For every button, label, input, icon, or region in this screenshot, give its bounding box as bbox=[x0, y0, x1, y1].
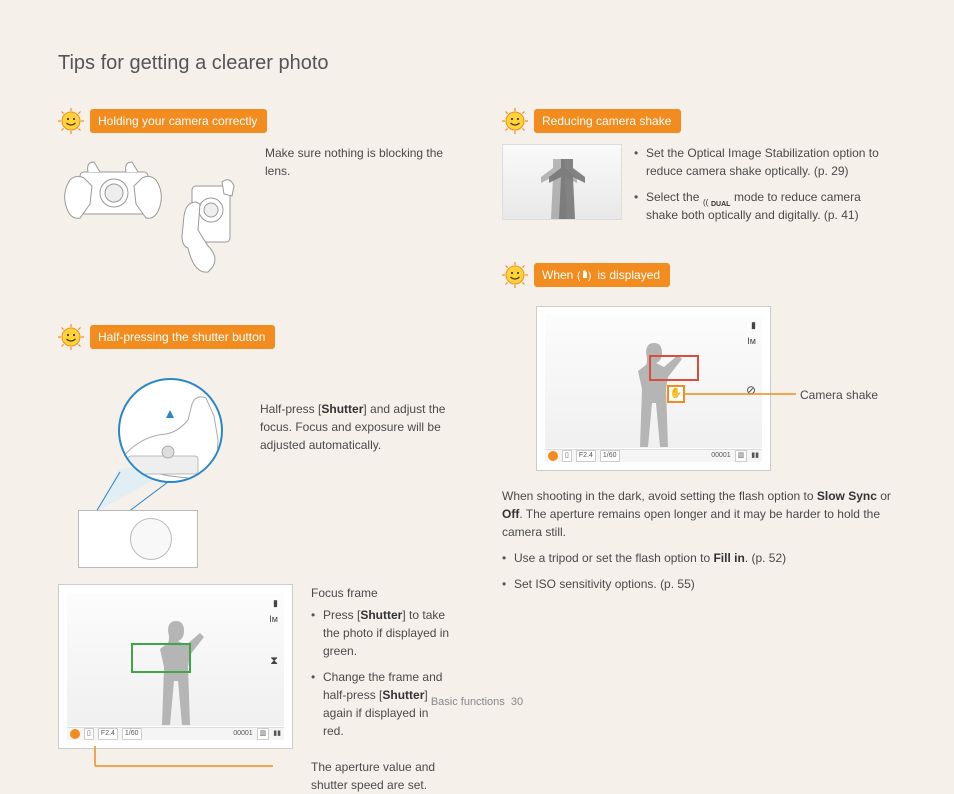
shutter-value: 1/60 bbox=[122, 728, 142, 741]
section-title-holding: Holding your camera correctly bbox=[90, 109, 267, 133]
section-shake: Reducing camera shake Set the Optical Im… bbox=[502, 108, 896, 232]
section-when: When ( ) is displayed bbox=[502, 262, 896, 593]
focus-frame-text: Focus frame Press [Shutter] to take the … bbox=[311, 584, 452, 794]
sun-smile-icon bbox=[502, 262, 528, 288]
aperture-note: The aperture value and shutter speed are… bbox=[311, 758, 452, 794]
when-bullet-1: Use a tripod or set the flash option to … bbox=[502, 549, 896, 567]
sun-smile-icon bbox=[502, 108, 528, 134]
lcd-status-bar: ▯ F2.4 1/60 00001 ▥ ▮▮ bbox=[67, 727, 284, 740]
sd-icon: ▯ bbox=[562, 450, 572, 463]
focus-heading: Focus frame bbox=[311, 584, 452, 602]
svg-text:DUAL: DUAL bbox=[711, 201, 731, 208]
battery-icon: ▮ bbox=[273, 597, 278, 611]
halfpress-lcd: ▮ Iм ⧗ ▯ F2.4 1/60 00001 ▥ ▮▮ bbox=[58, 584, 293, 749]
frame-counter: 00001 bbox=[233, 729, 252, 740]
holding-body: Make sure nothing is blocking the lens. bbox=[265, 144, 452, 180]
when-paragraph: When shooting in the dark, avoid setting… bbox=[502, 487, 896, 541]
svg-text:(: ( bbox=[577, 271, 581, 282]
sun-smile-icon bbox=[58, 108, 84, 134]
footer-page: 30 bbox=[511, 696, 523, 708]
camera-shake-callout: Camera shake bbox=[800, 386, 878, 404]
shake-warning-icon: ✋ bbox=[667, 385, 685, 403]
halfpress-body: Half-press [Shutter] and adjust the focu… bbox=[260, 360, 452, 454]
size-icon: Iм bbox=[747, 335, 756, 349]
focus-bullet-1: Press [Shutter] to take the photo if dis… bbox=[311, 606, 452, 660]
card-icon: ▥ bbox=[735, 450, 748, 463]
frame-counter: 00001 bbox=[711, 451, 730, 462]
focus-frame-red bbox=[649, 355, 699, 381]
sun-smile-icon bbox=[58, 324, 84, 350]
when-bullet-2: Set ISO sensitivity options. (p. 55) bbox=[502, 575, 896, 593]
timer-icon: ⧗ bbox=[270, 653, 278, 670]
page-title: Tips for getting a clearer photo bbox=[58, 48, 896, 78]
zoom-shutter-illustration bbox=[58, 360, 248, 570]
sd-icon: ▯ bbox=[84, 728, 94, 741]
section-holding: Holding your camera correctly bbox=[58, 108, 452, 284]
dual-mode-icon: (( DUAL bbox=[703, 192, 731, 204]
aperture-value: F2.4 bbox=[98, 728, 118, 741]
aperture-value: F2.4 bbox=[576, 450, 596, 463]
section-halfpress: Half-pressing the shutter button bbox=[58, 324, 452, 794]
holding-camera-illustration bbox=[58, 144, 253, 284]
shutter-value: 1/60 bbox=[600, 450, 620, 463]
flash-off-icon: ⊘ bbox=[746, 381, 756, 399]
page-footer: Basic functions 30 bbox=[0, 694, 954, 711]
card-icon: ▥ bbox=[257, 728, 270, 741]
size-icon: Iм bbox=[269, 613, 278, 627]
lcd-status-bar: ▯ F2.4 1/60 00001 ▥ ▮▮ bbox=[545, 449, 762, 462]
battery-bar-icon: ▮▮ bbox=[751, 451, 759, 462]
battery-bar-icon: ▮▮ bbox=[273, 729, 281, 740]
battery-icon: ▮ bbox=[751, 319, 756, 333]
footer-section: Basic functions bbox=[431, 696, 505, 708]
hand-shake-icon: ( ) bbox=[577, 268, 593, 282]
shake-bullet-1: Set the Optical Image Stabilization opti… bbox=[634, 144, 896, 180]
shake-illustration bbox=[502, 144, 622, 220]
person-silhouette-icon bbox=[146, 621, 206, 726]
mode-icon bbox=[70, 729, 80, 739]
section-title-when: When ( ) is displayed bbox=[534, 263, 670, 287]
section-title-shake: Reducing camera shake bbox=[534, 109, 681, 133]
when-lcd: ✋ ▮ Iм ⊘ ▯ F2.4 1/60 00001 ▥ ▮▮ bbox=[536, 306, 771, 471]
shake-bullet-2: Select the (( DUAL mode to reduce camera… bbox=[634, 188, 896, 224]
svg-text:): ) bbox=[588, 271, 591, 282]
section-title-halfpress: Half-pressing the shutter button bbox=[90, 325, 275, 349]
mode-icon bbox=[548, 451, 558, 461]
focus-frame-green bbox=[131, 643, 191, 673]
svg-text:((: (( bbox=[703, 198, 709, 207]
